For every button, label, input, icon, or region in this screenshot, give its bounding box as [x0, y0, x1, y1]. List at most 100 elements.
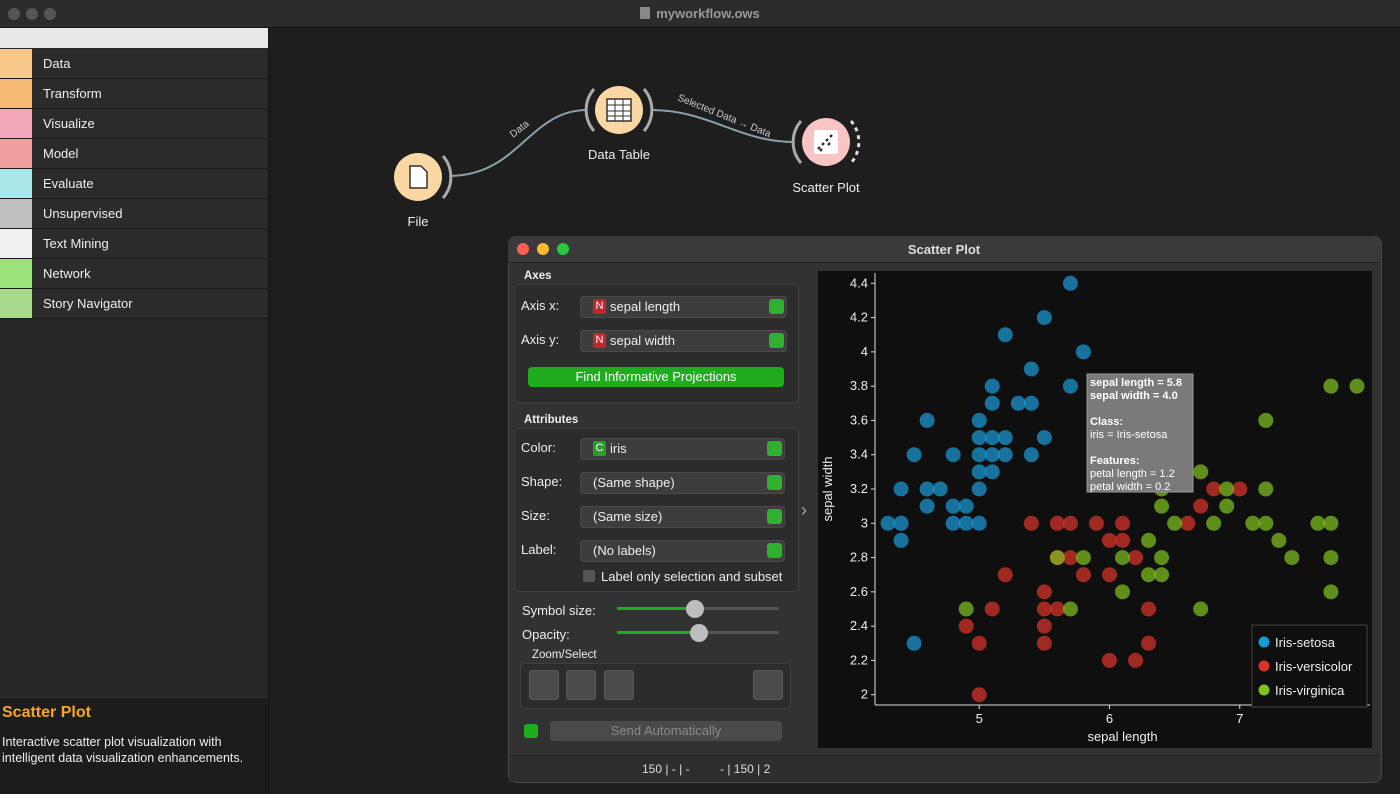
category-label: Model — [43, 146, 79, 161]
opacity-slider[interactable] — [690, 624, 708, 642]
help-title: Scatter Plot — [2, 704, 91, 721]
point — [1075, 567, 1091, 583]
close-button[interactable] — [517, 243, 529, 255]
close-button[interactable] — [8, 8, 20, 20]
field-label: Label: — [521, 542, 557, 557]
category-item[interactable]: Data — [0, 49, 268, 79]
y-tick-label: 2.6 — [850, 584, 868, 599]
category-item[interactable]: Unsupervised — [0, 199, 268, 229]
point — [1062, 515, 1078, 531]
point — [919, 412, 935, 428]
point — [893, 481, 909, 497]
find-projections-button[interactable]: Find Informative Projections — [528, 367, 784, 387]
category-icon — [0, 139, 32, 168]
checkbox[interactable] — [583, 570, 595, 582]
send-button[interactable]: Send Automatically — [550, 721, 782, 741]
tooltip-line: Class: — [1090, 416, 1123, 428]
point — [1010, 395, 1026, 411]
zoom-button[interactable] — [44, 8, 56, 20]
reset-zoom-tool[interactable] — [753, 670, 783, 700]
category-item[interactable]: Text Mining — [0, 229, 268, 259]
category-icon — [0, 169, 32, 198]
select-tool[interactable] — [529, 670, 559, 700]
scatter-glyph — [817, 134, 833, 152]
node-port — [441, 155, 453, 199]
tooltip-line: sepal length = 5.8 — [1090, 377, 1182, 389]
tooltip-line: petal length = 1.2 — [1090, 468, 1175, 480]
y-tick-label: 2 — [861, 687, 868, 702]
badge: N — [593, 333, 606, 348]
file-icon — [409, 165, 428, 189]
point — [984, 601, 1000, 617]
point — [997, 447, 1013, 463]
dialog-title-bar — [508, 236, 1380, 263]
minimize-button[interactable] — [26, 8, 38, 20]
combo-value: sepal width — [610, 333, 676, 348]
point — [1323, 550, 1339, 566]
combo-arrow — [767, 441, 782, 456]
point — [971, 412, 987, 428]
point — [1193, 464, 1209, 480]
point — [1219, 481, 1235, 497]
point — [1206, 515, 1222, 531]
point — [1115, 515, 1130, 531]
category-item[interactable]: Visualize — [0, 109, 268, 139]
point — [1245, 515, 1261, 531]
x-tick-label: 6 — [1106, 711, 1113, 726]
point — [1036, 310, 1052, 326]
point — [1036, 601, 1052, 617]
category-label: Story Navigator — [43, 296, 133, 311]
category-item[interactable]: Network — [0, 259, 268, 289]
point — [1141, 601, 1157, 617]
auto-send-checkbox[interactable] — [524, 724, 538, 738]
point — [984, 378, 1000, 394]
pan-tool[interactable] — [566, 670, 596, 700]
legend-swatch — [1258, 636, 1270, 648]
shape-combo[interactable]: (Same shape) — [580, 472, 785, 494]
symbol-size-slider[interactable] — [686, 600, 704, 618]
point — [1036, 618, 1052, 634]
category-item[interactable]: Evaluate — [0, 169, 268, 199]
legend-swatch — [1258, 684, 1270, 696]
category-item[interactable]: Story Navigator — [0, 289, 268, 319]
point — [1349, 378, 1365, 394]
point — [997, 567, 1013, 583]
point — [1049, 550, 1065, 566]
zoom-button[interactable] — [557, 243, 569, 255]
point — [1258, 412, 1274, 428]
point — [1193, 601, 1209, 617]
category-item[interactable]: Model — [0, 139, 268, 169]
point — [1101, 652, 1117, 668]
dialog-title: Scatter Plot — [907, 242, 981, 257]
label-combo[interactable]: (No labels) — [580, 540, 785, 562]
y-tick-label: 4.2 — [850, 310, 868, 325]
y-tick-label: 3.8 — [850, 378, 868, 393]
combo-arrow — [767, 475, 782, 490]
field-label: Size: — [521, 508, 550, 523]
scatter-plot: 2 2.2 2.4 2.6 2.8 3 3.2 3.4 3.6 3.8 4 4.2 4.4 5 6 7 sepa… — [818, 271, 1372, 748]
collapse-arrow[interactable]: › — [801, 500, 807, 520]
point — [1232, 481, 1248, 497]
input-summary: 150 | - | - — [642, 762, 690, 776]
size-combo[interactable]: (Same size) — [580, 506, 785, 528]
point — [1154, 498, 1170, 514]
category-item[interactable]: Transform — [0, 79, 268, 109]
point — [906, 635, 922, 651]
point — [984, 464, 1000, 480]
combo-arrow — [767, 543, 782, 558]
zoom-tool[interactable] — [604, 670, 634, 700]
point — [1088, 515, 1104, 531]
x-tick-label: 5 — [976, 711, 983, 726]
field-label: Axis x: — [521, 298, 560, 313]
minimize-button[interactable] — [537, 243, 549, 255]
tooltip-box — [1086, 373, 1194, 493]
category-label: Data — [43, 56, 71, 71]
search-field[interactable] — [0, 28, 268, 48]
section-heading: Zoom/Select — [532, 649, 597, 661]
x-tick-label: 7 — [1236, 711, 1243, 726]
category-label: Transform — [43, 86, 102, 101]
title-bar — [0, 0, 1400, 28]
